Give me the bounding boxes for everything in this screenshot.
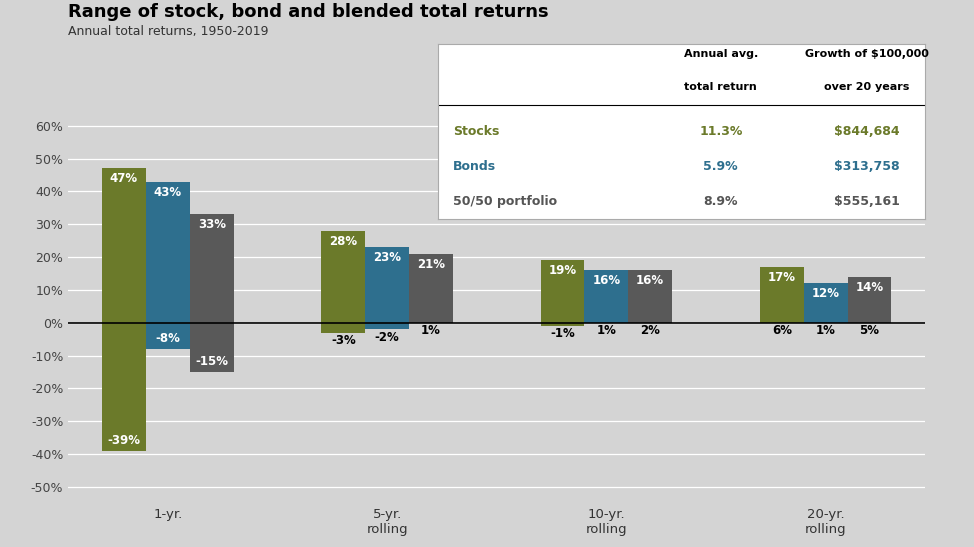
Bar [321,231,365,323]
Bar [584,319,628,323]
Text: 17%: 17% [768,271,796,284]
Bar [584,270,628,323]
Text: Annual total returns, 1950-2019: Annual total returns, 1950-2019 [68,25,269,38]
Bar [365,323,409,329]
Text: Growth of $100,000: Growth of $100,000 [805,49,929,59]
Text: 11.3%: 11.3% [699,125,742,138]
Text: 5.9%: 5.9% [703,160,738,173]
Bar [365,247,409,323]
Text: Stocks: Stocks [453,125,500,138]
Bar [409,254,453,323]
Text: 5%: 5% [859,324,880,337]
Text: 16%: 16% [592,274,620,287]
Text: 33%: 33% [198,218,226,231]
Bar [847,277,891,323]
Bar [321,323,365,333]
Bar [804,319,847,323]
Text: 1%: 1% [815,324,836,337]
Text: $313,758: $313,758 [834,160,900,173]
Bar [146,323,190,349]
Bar [541,323,584,326]
Bar [628,316,672,323]
Text: -15%: -15% [195,355,228,368]
Text: -39%: -39% [107,434,140,447]
Text: 8.9%: 8.9% [703,195,738,208]
Text: Range of stock, bond and blended total returns: Range of stock, bond and blended total r… [68,3,548,21]
Bar [146,182,190,323]
Bar [190,214,234,323]
Text: 12%: 12% [811,287,840,300]
Text: 19%: 19% [548,264,577,277]
Text: $844,684: $844,684 [834,125,900,138]
Text: over 20 years: over 20 years [824,82,910,92]
Bar [102,168,146,323]
Text: -2%: -2% [375,330,399,344]
Text: Annual avg.: Annual avg. [684,49,758,59]
Text: 2%: 2% [640,324,660,337]
Text: 28%: 28% [329,235,357,248]
Bar [847,306,891,323]
Text: 47%: 47% [110,172,138,185]
Bar [541,260,584,323]
Text: 14%: 14% [855,281,883,294]
Bar [804,283,847,323]
Text: 43%: 43% [154,185,182,199]
Text: $555,161: $555,161 [834,195,900,208]
Text: 21%: 21% [417,258,445,271]
Text: -3%: -3% [331,334,356,347]
Text: -1%: -1% [550,327,575,340]
Bar [409,319,453,323]
Text: 16%: 16% [636,274,664,287]
Bar [760,267,804,323]
Text: 1%: 1% [596,324,617,337]
Text: total return: total return [685,82,757,92]
Text: -8%: -8% [156,332,180,345]
Text: Bonds: Bonds [453,160,496,173]
Bar [190,323,234,372]
Bar [102,323,146,451]
Bar [628,270,672,323]
Text: 6%: 6% [771,324,792,337]
Text: 50/50 portfolio: 50/50 portfolio [453,195,557,208]
Bar [760,303,804,323]
Text: 1%: 1% [421,324,441,337]
Text: 23%: 23% [373,251,401,264]
